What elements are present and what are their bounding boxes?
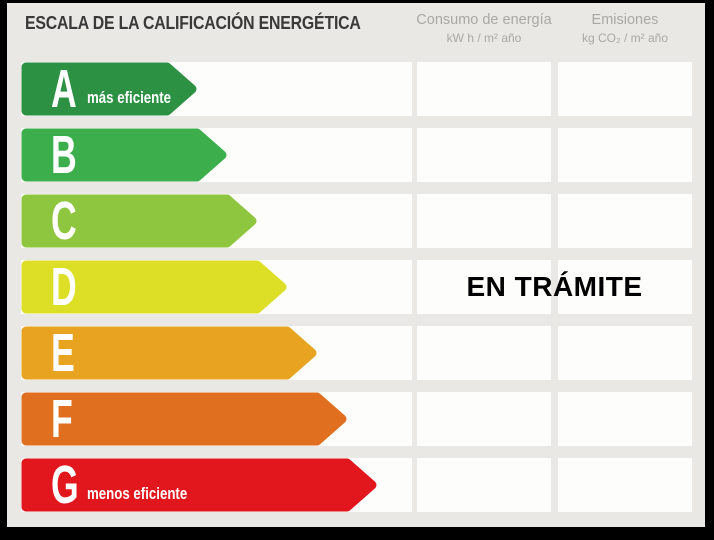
consumo-value-cell (417, 128, 551, 182)
consumo-value-cell (417, 194, 551, 248)
rating-letter: C (51, 191, 77, 251)
rating-letter: E (51, 323, 75, 383)
emisiones-value-cell (558, 326, 692, 380)
consumo-value-cell (417, 326, 551, 380)
status-en-tramite: EN TRÁMITE (466, 271, 643, 302)
consumo-value-cell (417, 458, 551, 512)
rating-row: D (7, 260, 705, 314)
consumo-value-cell (417, 62, 551, 116)
rating-label: más eficiente (87, 88, 172, 107)
emisiones-value-cell (558, 194, 692, 248)
rating-letter: B (51, 125, 77, 185)
emisiones-value-cell (558, 260, 692, 314)
emisiones-value-cell (558, 128, 692, 182)
consumo-value-cell (417, 260, 551, 314)
scale-rows: A más eficiente B C D (7, 62, 705, 524)
rating-row: E (7, 326, 705, 380)
consumo-column-units: kW h / m² año (446, 31, 522, 45)
rating-row: A más eficiente (7, 62, 705, 116)
rating-arrow: E (21, 326, 320, 380)
rating-arrow: F (21, 392, 350, 446)
rating-label: menos eficiente (87, 484, 188, 503)
rating-arrow: C (21, 194, 260, 248)
emisiones-value-cell (558, 392, 692, 446)
column-header-emisiones: Emisiones kg CO₂ / m² año (550, 12, 700, 45)
rating-row: F (7, 392, 705, 446)
consumo-column-title: Consumo de energía (416, 12, 552, 28)
column-header-consumo: Consumo de energía kW h / m² año (409, 12, 559, 45)
rating-row: C (7, 194, 705, 248)
rating-letter: F (51, 389, 73, 449)
rating-row: G menos eficiente (7, 458, 705, 512)
consumo-value-cell (417, 392, 551, 446)
rating-letter: A (51, 59, 77, 119)
rating-row: B (7, 128, 705, 182)
page-title: ESCALA DE LA CALIFICACIÓN ENERGÉTICA (25, 13, 361, 33)
emisiones-value-cell (558, 62, 692, 116)
emisiones-column-title: Emisiones (591, 12, 659, 28)
emisiones-column-units: kg CO₂ / m² año (581, 31, 668, 45)
rating-arrow: D (21, 260, 290, 314)
emisiones-value-cell (558, 458, 692, 512)
rating-arrow: G menos eficiente (21, 458, 380, 512)
rating-letter: G (51, 455, 79, 515)
rating-arrow: B (21, 128, 230, 182)
rating-arrow: A más eficiente (21, 62, 200, 116)
rating-letter: D (51, 257, 77, 317)
